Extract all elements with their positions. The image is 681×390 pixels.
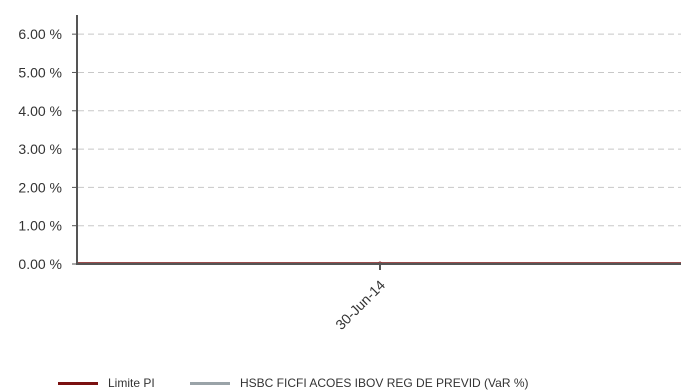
y-axis-ticks: 6.00 % 5.00 % 4.00 % 3.00 % 2.00 % 1.00 % 0.00… [18, 26, 77, 272]
x-tick-label: 30-Jun-14 [332, 277, 388, 333]
legend-item-limite: Limite PI [58, 376, 155, 390]
legend-label-hsbc: HSBC FICFI ACOES IBOV REG DE PREVID (VaR… [240, 376, 529, 390]
x-axis-ticks: 30-Jun-14 [332, 264, 388, 333]
legend: Limite PI HSBC FICFI ACOES IBOV REG DE P… [0, 372, 681, 390]
legend-swatch-limite [58, 381, 98, 385]
y-tick-label: 3.00 % [18, 141, 62, 157]
y-tick-label: 0.00 % [18, 256, 62, 272]
y-tick-label: 2.00 % [18, 179, 62, 195]
legend-swatch-hsbc [190, 381, 230, 385]
y-tick-label: 5.00 % [18, 64, 62, 80]
y-tick-label: 4.00 % [18, 103, 62, 119]
legend-item-hsbc: HSBC FICFI ACOES IBOV REG DE PREVID (VaR… [190, 376, 529, 390]
legend-label-limite: Limite PI [108, 376, 155, 390]
gridlines [78, 33, 681, 227]
y-tick-label: 1.00 % [18, 218, 62, 234]
y-tick-label: 6.00 % [18, 26, 62, 42]
